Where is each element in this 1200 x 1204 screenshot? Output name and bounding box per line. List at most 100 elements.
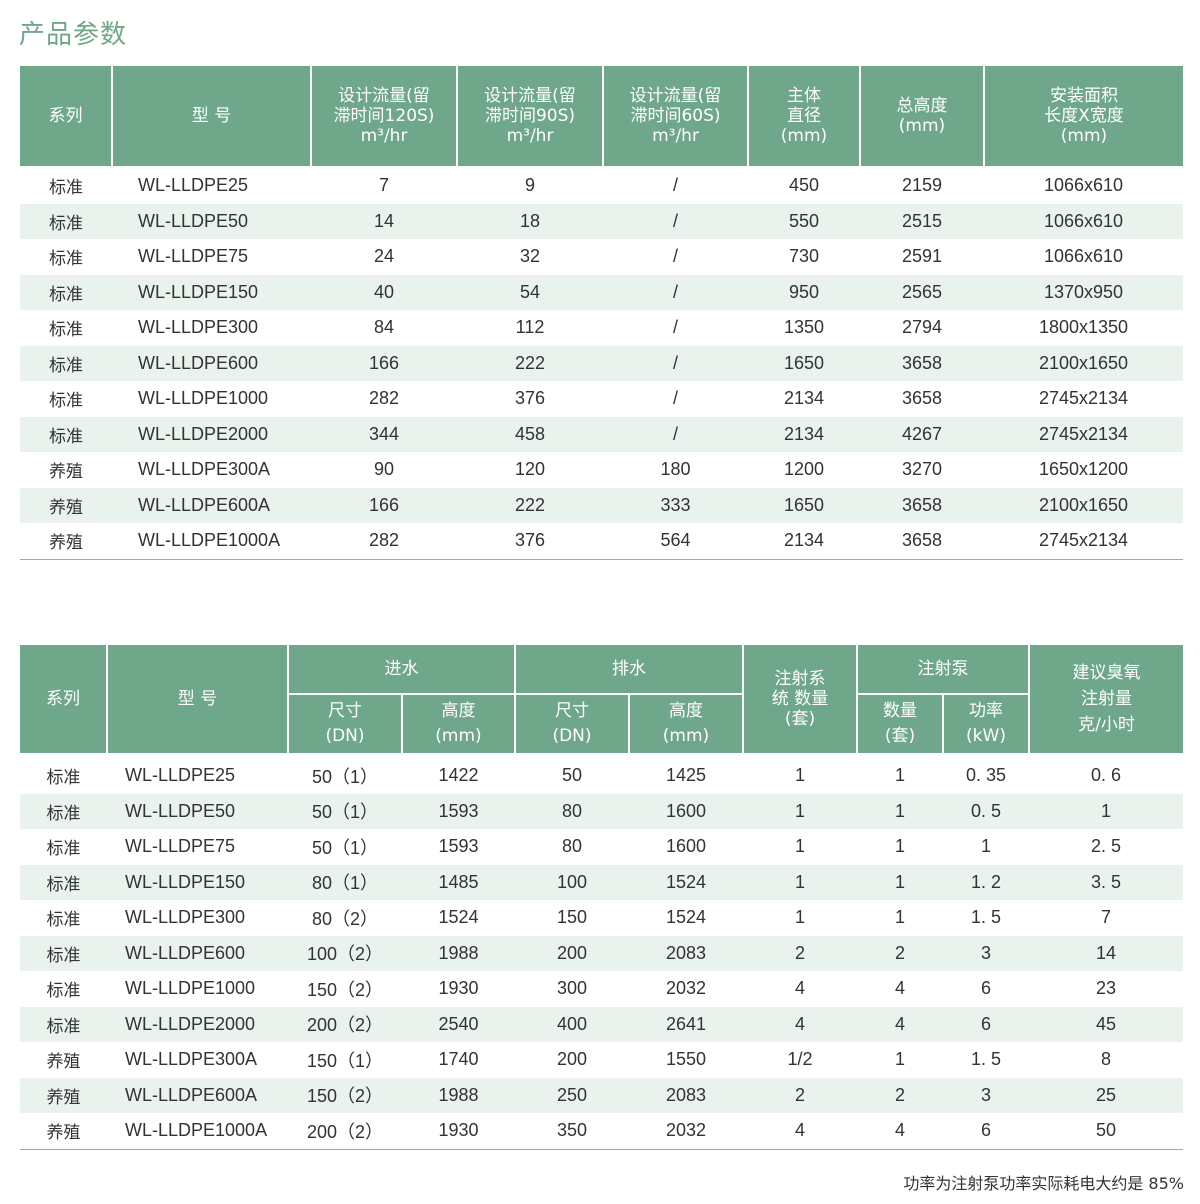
value-cell: 2032 [665, 1120, 707, 1141]
value-cell: 84 [373, 317, 395, 338]
value-cell: 1593 [402, 793, 515, 829]
value-cell: 2565 [860, 274, 984, 310]
series-cell: 标准 [20, 935, 107, 971]
subheader-cell: 数量 (套) [856, 694, 944, 755]
model-cell: WL-LLDPE600 [107, 935, 288, 971]
table-row: 养殖 WL-LLDPE300A 90 120 180 1200 3270 1650x1200 [20, 452, 1183, 488]
value-cell: 1066x610 [1043, 175, 1124, 196]
value-cell: 3658 [860, 487, 984, 523]
value-cell: 730 [788, 246, 820, 267]
value-cell: 24 [373, 246, 395, 267]
value-cell: 376 [514, 530, 546, 551]
table-row: 标准 WL-LLDPE600 166 222/1650 3658 2100x1650 [20, 345, 1183, 381]
series-cell: 标准 [46, 839, 81, 860]
subheader-cell: 功率 (kW) [942, 694, 1029, 755]
value-cell: 0. 6 [1090, 765, 1122, 786]
value-cell: 1988 [402, 1077, 515, 1113]
value-cell: 1066x610 [1043, 246, 1124, 267]
value-cell: 1 [794, 907, 805, 928]
value-cell: 3658 [901, 530, 943, 551]
value-cell: 1 [857, 864, 943, 900]
value-cell: 1066x610 [984, 203, 1183, 239]
table-row: 标准 WL-LLDPE25 50（1） 1422 50 1425 1 1 0. 35 0. 6 [20, 754, 1183, 794]
value-cell: / [672, 317, 678, 338]
value-cell: 1650x1200 [1038, 459, 1129, 480]
value-cell: 1600 [629, 793, 743, 829]
value-cell: 2. 5 [1090, 836, 1122, 857]
table-row: 标准 WL-LLDPE75 50（1） 1593 80 1600 1 1 1 2. 5 [20, 829, 1183, 865]
value-cell: 1485 [402, 864, 515, 900]
value-cell: 2134 [748, 416, 860, 452]
value-cell: 1. 5 [970, 1049, 1002, 1070]
value-cell: 150（2） [306, 979, 384, 1000]
model-cell: WL-LLDPE300 [125, 907, 246, 928]
value-cell: 150 [556, 907, 588, 928]
table-row: 标准 WL-LLDPE2000 200（2） 2540 400 2641 4 4 6 45 [20, 1006, 1183, 1042]
value-cell: 550 [748, 203, 860, 239]
value-cell: / [603, 274, 748, 310]
header-injection-system: 注射系 统 数量 (套) [742, 645, 858, 755]
water-injection-table: 系列 型 号 进水 排水 注射系 统 数量 (套) 注射泵 建议臭氧 注射量 克… [20, 645, 1183, 1150]
value-cell: 4 [894, 978, 905, 999]
value-cell: 50（1） [311, 837, 379, 858]
model-cell: WL-LLDPE1000 [138, 388, 269, 409]
header-series: 系列 [20, 645, 108, 755]
value-cell: 3270 [901, 459, 943, 480]
series-cell: 养殖 [46, 1052, 81, 1073]
value-cell: / [672, 246, 678, 267]
value-cell: 25 [1029, 1077, 1183, 1113]
series-cell: 养殖 [46, 1123, 81, 1144]
value-cell: 4 [743, 1006, 857, 1042]
header-ozone-dose: 建议臭氧 注射量 克/小时 [1028, 645, 1183, 755]
value-cell: 1650 [748, 345, 860, 381]
value-cell: 50（1） [311, 766, 379, 787]
value-cell: 166 [311, 487, 457, 523]
value-cell: 1593 [438, 836, 479, 857]
series-cell: 标准 [49, 178, 83, 199]
series-cell: 标准 [46, 981, 81, 1002]
series-cell: 标准 [20, 416, 112, 452]
product-parameters-table: 系列型 号设计流量(留 滞时间120S) m³/hr 设计流量(留 滞时间90S)… [20, 66, 1183, 560]
value-cell: 564 [660, 530, 691, 551]
model-cell: WL-LLDPE150 [112, 274, 311, 310]
header-outlet: 排水 [514, 645, 744, 695]
series-cell: 标准 [20, 345, 112, 381]
model-cell: WL-LLDPE75 [138, 246, 249, 267]
value-cell: 2083 [629, 935, 743, 971]
value-cell: 80（2） [311, 908, 379, 929]
series-cell: 标准 [20, 793, 107, 829]
value-cell: 4 [894, 1120, 905, 1141]
value-cell: 1 [1029, 793, 1183, 829]
model-cell: WL-LLDPE300 [138, 317, 259, 338]
value-cell: 1350 [783, 317, 825, 338]
value-cell: 8 [1100, 1049, 1111, 1070]
value-cell: 3 [943, 935, 1029, 971]
value-cell: 112 [515, 317, 545, 338]
value-cell: 1 [857, 793, 943, 829]
series-cell: 标准 [46, 768, 81, 789]
value-cell: 1422 [438, 765, 479, 786]
table-row: 标准 WL-LLDPE600 100（2） 1988 200 2083 2 2 3 14 [20, 935, 1183, 971]
value-cell: 7 [378, 175, 389, 196]
header-cell: 系列 [20, 66, 113, 168]
value-cell: 1 [743, 793, 857, 829]
value-cell: 50（1） [288, 793, 402, 829]
value-cell: 222 [457, 345, 603, 381]
value-cell: 1 [894, 836, 905, 857]
value-cell: 1 [794, 836, 805, 857]
value-cell: 1370x950 [984, 274, 1183, 310]
value-cell: 1930 [438, 1120, 479, 1141]
series-cell: 标准 [20, 1006, 107, 1042]
model-cell: WL-LLDPE300A [138, 459, 271, 480]
value-cell: 250 [515, 1077, 629, 1113]
value-cell: 344 [311, 416, 457, 452]
footnote: 功率为注射泵功率实际耗电大约是 85% [903, 1174, 1184, 1193]
header-cell: 设计流量(留 滞时间120S) m³/hr [310, 66, 458, 168]
value-cell: 1988 [402, 935, 515, 971]
value-cell: / [603, 345, 748, 381]
value-cell: 2794 [901, 317, 943, 338]
model-cell: WL-LLDPE150 [107, 864, 288, 900]
model-cell: WL-LLDPE25 [138, 175, 249, 196]
header-model: 型 号 [106, 645, 289, 755]
